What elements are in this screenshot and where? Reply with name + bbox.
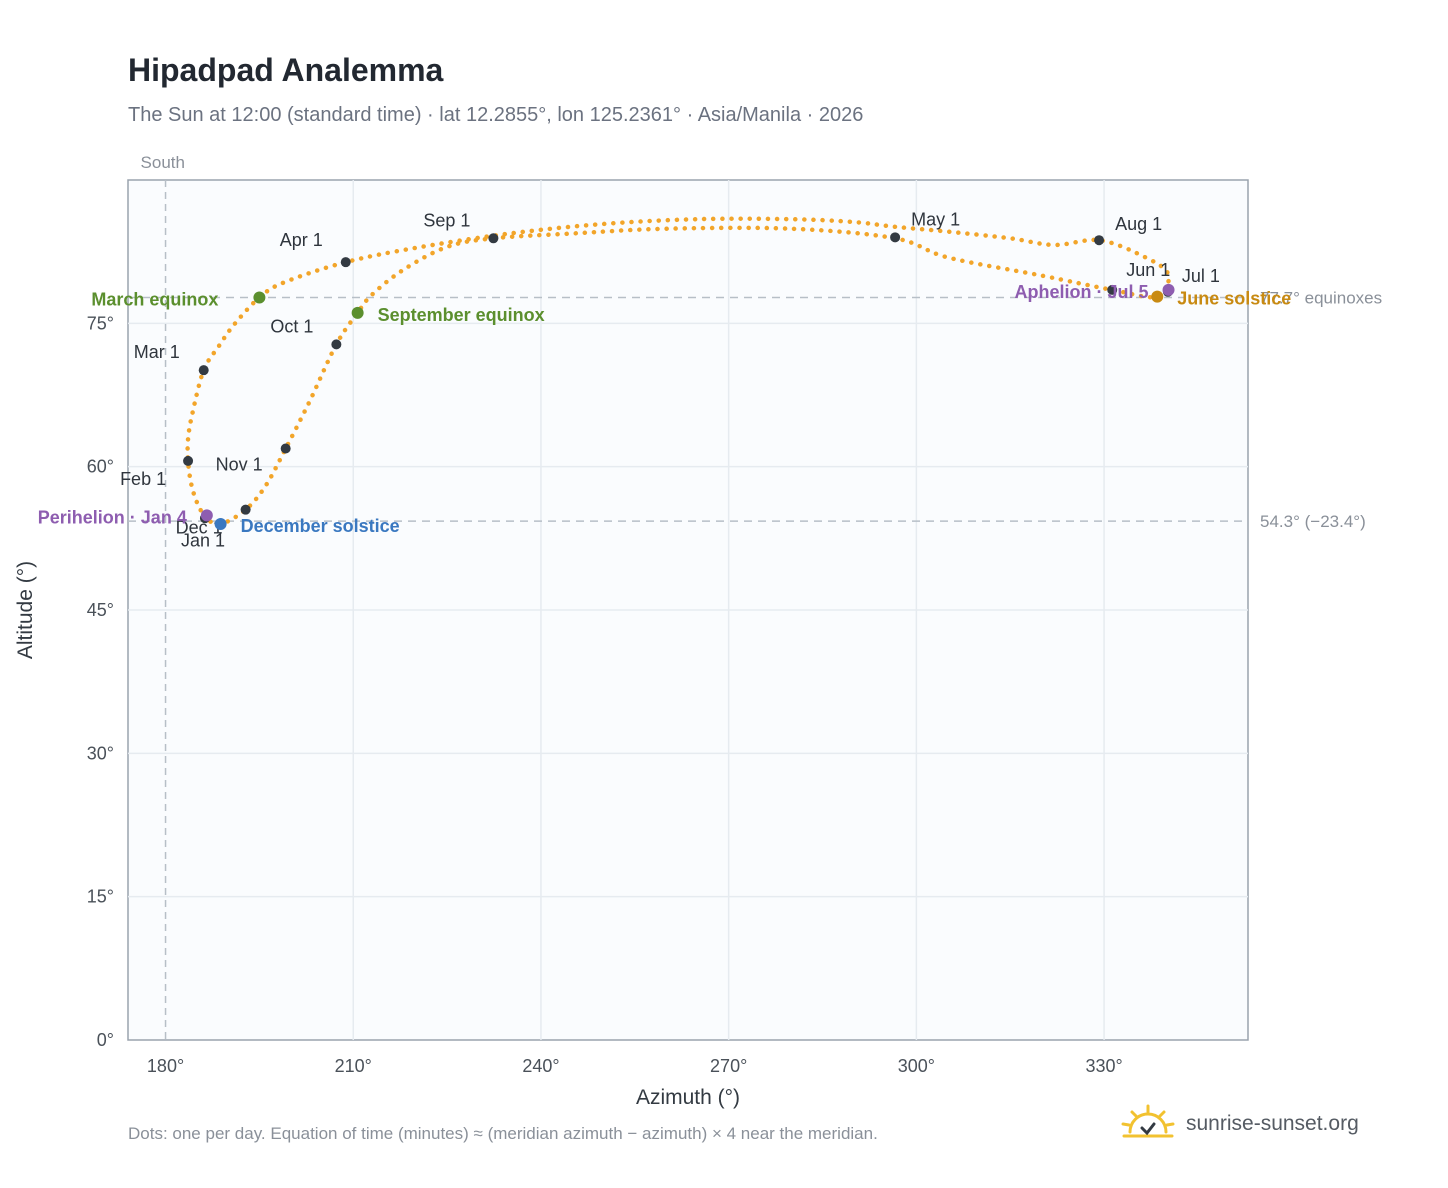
month-marker [890,232,901,243]
x-tick-label: 270° [710,1056,747,1076]
month-label: Sep 1 [423,210,470,230]
month-label: Jul 1 [1182,266,1220,286]
month-marker [1094,235,1105,246]
month-label: Jan 1 [181,530,225,550]
month-label: Nov 1 [216,455,263,475]
event-marker [1162,283,1175,296]
event-label: March equinox [91,290,218,310]
reference-label: 77.7° equinoxes [1260,289,1382,308]
month-label: Jun 1 [1126,260,1170,280]
month-markers: Jan 1 Feb 1 Mar 1 Apr 1 May 1 Jun 1 Jul 1 Aug 1… [120,209,1220,550]
event-marker [351,306,364,319]
month-marker [488,233,499,244]
event-marker [200,509,213,522]
y-axis-ticks: 0° 15° 30° 45° 60° 75° [87,313,114,1050]
event-label: December solstice [241,516,400,536]
month-marker [183,455,194,466]
month-label: Apr 1 [280,230,323,250]
y-tick-label: 60° [87,457,114,477]
month-label: Oct 1 [270,316,313,336]
x-tick-label: 180° [147,1056,184,1076]
x-axis-ticks: 180° 210° 240° 270° 300° 330° [147,1056,1123,1076]
reference-label: 54.3° (−23.4°) [1260,512,1366,531]
x-tick-label: 330° [1085,1056,1122,1076]
event-marker [214,518,227,530]
sun-logo-icon [1121,1104,1175,1138]
brand[interactable]: sunrise-sunset.org [1120,1100,1359,1148]
x-axis-title: Azimuth (°) [636,1086,740,1109]
month-marker [198,365,209,376]
month-marker [280,443,291,454]
event-label: Aphelion · Jul 5 [1015,282,1149,302]
month-marker [240,504,251,515]
event-label: September equinox [378,305,545,325]
month-label: May 1 [911,209,960,229]
chart-subtitle: The Sun at 12:00 (standard time) · lat 1… [128,104,864,126]
month-label: Aug 1 [1115,214,1162,234]
month-label: Dec 1 [176,518,223,538]
y-tick-label: 75° [87,313,114,333]
event-marker [253,291,266,304]
event-markers: March equinox September equinox December s… [38,282,1292,536]
x-tick-label: 240° [522,1056,559,1076]
reference-lines: South 77.7° equinoxes 54.3° (−23.4°) [128,153,1382,1040]
event-label: Perihelion · Jan 4 [38,507,187,527]
y-axis-title: Altitude (°) [14,561,37,659]
grid-lines [128,180,1248,1040]
chart-title: Hipadpad Analemma [128,52,444,88]
month-marker [331,339,342,350]
x-tick-label: 210° [335,1056,372,1076]
x-tick-label: 300° [898,1056,935,1076]
y-tick-label: 30° [87,743,114,763]
month-label: Feb 1 [120,469,166,489]
meridian-label: South [141,153,185,172]
footnote: Dots: one per day. Equation of time (min… [128,1124,878,1143]
event-marker [1151,290,1164,303]
brand-name: sunrise-sunset.org [1186,1112,1359,1135]
event-label: June solstice [1177,289,1291,309]
y-tick-label: 15° [87,887,114,907]
y-tick-label: 45° [87,600,114,620]
month-marker [1107,284,1118,295]
y-tick-label: 0° [97,1030,114,1050]
month-marker [340,257,351,268]
month-label: Mar 1 [134,342,180,362]
